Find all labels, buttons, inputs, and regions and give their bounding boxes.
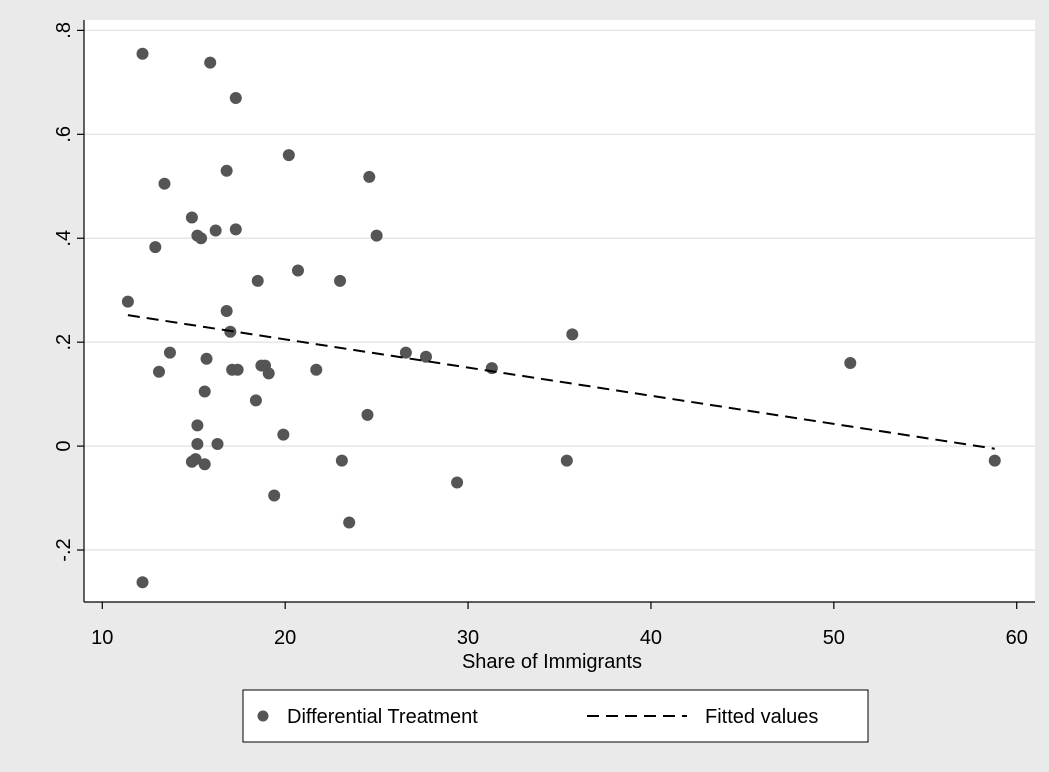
fitted-line: [127, 314, 995, 450]
scatter-point: [209, 224, 222, 237]
scatter-point: [211, 438, 224, 451]
x-axis-title: Share of Immigrants: [462, 651, 642, 673]
scatter-point: [200, 352, 213, 365]
scatter-point: [195, 232, 208, 245]
scatter-point: [220, 164, 233, 177]
scatter-point: [291, 264, 304, 277]
scatter-point: [220, 305, 233, 317]
scatter-point: [191, 419, 204, 432]
data-marks: [121, 47, 1001, 589]
scatter-point: [152, 365, 165, 378]
legend-box: [242, 689, 869, 743]
scatter-point: [988, 454, 1001, 467]
scatter-point: [363, 170, 376, 183]
scatter-point: [163, 346, 176, 359]
y-tick-label: -.2: [53, 538, 75, 561]
scatter-point: [229, 223, 242, 236]
scatter-point: [262, 367, 275, 380]
scatter-point: [136, 47, 149, 60]
scatter-point: [185, 455, 198, 468]
scatter-point: [198, 458, 211, 471]
scatter-point: [310, 363, 323, 376]
scatter-point: [282, 149, 295, 162]
legend: Differential Treatment Fitted values: [242, 689, 869, 743]
y-tick-label: .4: [53, 230, 75, 247]
scatter-point: [419, 350, 432, 363]
scatter-point: [121, 295, 134, 308]
scatter-point: [136, 576, 149, 589]
scatter-point: [231, 363, 244, 376]
scatter-point: [249, 394, 262, 407]
scatter-point: [361, 408, 374, 421]
gridlines: [84, 29, 1035, 551]
scatter-point: [204, 56, 217, 69]
y-tick-label: .6: [53, 126, 75, 143]
scatter-point: [560, 454, 573, 467]
x-tick-label: 40: [640, 627, 662, 649]
x-tick-label: 50: [823, 627, 845, 649]
legend-label-differential-treatment: Differential Treatment: [287, 706, 478, 728]
scatter-point: [198, 385, 211, 398]
y-tick-label: 0: [53, 441, 75, 452]
x-tick-label: 60: [1006, 627, 1028, 649]
scatter-point: [370, 229, 383, 242]
legend-scatter-marker: [257, 710, 269, 722]
x-tick-label: 30: [457, 627, 479, 649]
scatter-point: [566, 328, 579, 341]
x-tick-label: 20: [274, 627, 296, 649]
scatter-point: [185, 211, 198, 224]
scatter-point: [158, 177, 171, 190]
scatter-point: [149, 241, 162, 254]
scatter-point: [251, 274, 264, 287]
x-tick-label: 10: [91, 627, 113, 649]
scatter-point: [277, 428, 290, 441]
scatter-point: [268, 489, 281, 502]
scatter-point: [191, 438, 204, 451]
y-tick-label: .8: [53, 22, 75, 39]
scatter-point: [343, 516, 356, 529]
scatter-point: [335, 454, 348, 467]
scatter-point: [451, 476, 464, 489]
scatter-point: [399, 346, 412, 359]
scatter-point: [334, 274, 347, 287]
legend-label-fitted-values: Fitted values: [705, 706, 818, 728]
axis-ticks: -.2 0 .2 .4 .6 .8 10 20 30 40 50 60: [53, 22, 1028, 649]
scatter-point: [229, 91, 242, 104]
y-tick-label: .2: [53, 334, 75, 351]
scatter-point: [844, 356, 857, 369]
plot-region: [84, 20, 1035, 602]
